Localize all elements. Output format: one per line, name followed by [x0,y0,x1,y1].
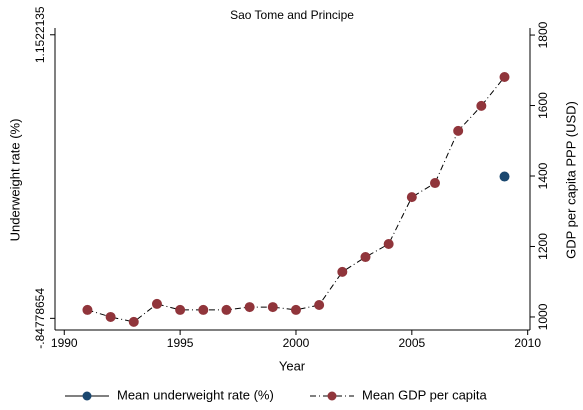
x-tick-label: 2005 [398,336,425,350]
data-point [198,304,209,315]
data-point [453,125,464,136]
data-point [175,304,186,315]
data-point [383,239,394,250]
legend-marker [82,391,92,401]
data-point [476,100,487,111]
x-tick-label: 1990 [51,336,78,350]
data-point [244,302,255,313]
x-tick-label: 2000 [283,336,310,350]
y2-axis-title: GDP per capita PPP (USD) [563,101,578,259]
data-point [221,304,232,315]
y2-tick-label: 1200 [536,233,550,260]
y2-tick-label: 1600 [536,92,550,119]
data-point [499,71,510,82]
legend-marker [327,391,337,401]
legend-label: Mean underweight rate (%) [117,387,274,402]
data-point [337,266,348,277]
x-tick-label: 2010 [514,336,541,350]
x-axis-title: Year [279,358,306,373]
data-point [82,304,93,315]
y2-tick-label: 1000 [536,303,550,330]
y2-tick-label: 1400 [536,162,550,189]
y2-tick-label: 1800 [536,21,550,48]
chart-title: Sao Tome and Principe [230,8,354,22]
data-point [128,316,139,327]
data-point [314,299,325,310]
data-point [290,304,301,315]
y-axis-title: Underweight rate (%) [7,119,22,242]
data-point [360,252,371,263]
y-tick-label: 1.1522135 [33,6,47,63]
y-tick-label: -.84778654 [33,288,47,349]
series-line [87,76,505,323]
data-point [151,298,162,309]
x-tick-label: 1995 [167,336,194,350]
data-point [499,171,510,182]
data-point [267,302,278,313]
data-point [406,192,417,203]
legend-label: Mean GDP per capita [362,387,488,402]
data-point [105,311,116,322]
data-point [430,178,440,189]
